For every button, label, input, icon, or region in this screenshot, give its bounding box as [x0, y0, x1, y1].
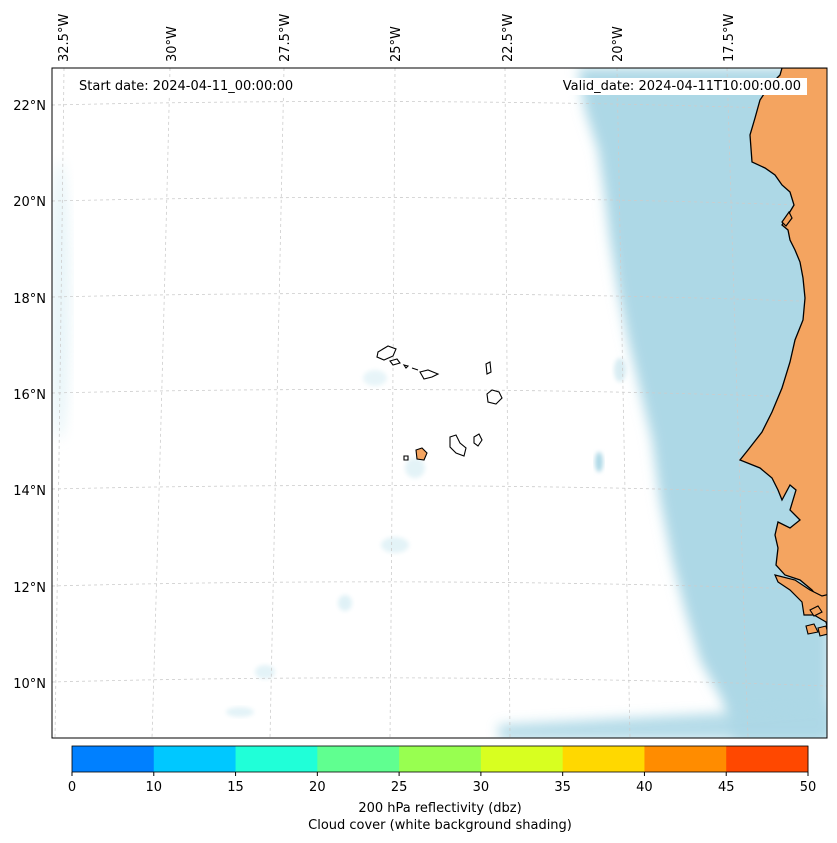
colorbar-segment — [153, 746, 237, 772]
cloud-patch — [595, 452, 603, 472]
colorbar-tick-label: 40 — [636, 780, 653, 795]
island-santo-antao — [376, 345, 397, 361]
latitude-labels: 22°N 20°N 18°N 16°N 14°N 12°N 10°N — [13, 99, 46, 692]
colorbar-title: 200 hPa reflectivity (dbz) — [358, 801, 522, 816]
island-santiago — [449, 434, 467, 457]
island-maio — [473, 433, 483, 447]
colorbar-segment — [726, 746, 809, 772]
island-fogo — [415, 447, 428, 461]
africa-land — [738, 68, 827, 601]
map-panel[interactable] — [50, 68, 830, 740]
lon-label: 17.5°W — [722, 14, 737, 62]
lon-label: 25°W — [389, 26, 404, 62]
africa-land — [817, 625, 827, 637]
cape-verde-islands — [376, 345, 503, 461]
colorbar-tick-label: 25 — [391, 780, 408, 795]
colorbar-tick-label: 20 — [309, 780, 326, 795]
colorbar: 0 10 15 20 25 30 35 40 45 50 — [68, 745, 817, 795]
island-sao-nicolau — [411, 367, 419, 371]
island-sao-nicolau — [419, 369, 440, 380]
map-frame — [51, 67, 828, 739]
valid-date-label: Valid_date: 2024-04-11T10:00:00.00 — [556, 78, 807, 95]
lon-label: 20°W — [611, 26, 626, 62]
cloud-patch — [614, 358, 626, 382]
lon-label: 27.5°W — [278, 14, 293, 62]
cloud-cover-south — [498, 705, 827, 738]
graticule — [52, 68, 827, 738]
island-santa-luzia — [402, 364, 410, 369]
colorbar-segment — [480, 746, 564, 772]
colorbar-tick-label: 30 — [473, 780, 490, 795]
colorbar-tick-label: 0 — [68, 780, 76, 795]
lon-label: 22.5°W — [501, 14, 516, 62]
lon-label: 32.5°W — [57, 14, 72, 62]
cloud-patch — [381, 537, 409, 553]
africa-land — [781, 210, 793, 227]
cloud-cover-coastal — [578, 68, 827, 738]
island-sao-vicente — [389, 358, 401, 366]
island-sal — [485, 361, 492, 375]
colorbar-segment — [644, 746, 727, 772]
colorbar-segment — [72, 746, 155, 772]
island-boa-vista — [486, 389, 503, 405]
lat-label: 20°N — [13, 195, 46, 210]
cloud-patch — [255, 665, 275, 679]
colorbar-tick-label: 50 — [800, 780, 817, 795]
lon-label: 30°W — [165, 26, 180, 62]
cloud-patch — [363, 370, 387, 386]
start-date-label: Start date: 2024-04-11_00:00:00 — [73, 78, 300, 95]
lat-label: 22°N — [13, 99, 46, 114]
cloud-patch — [52, 160, 70, 440]
colorbar-tick-label: 10 — [146, 780, 163, 795]
lat-label: 14°N — [13, 484, 46, 499]
longitude-labels: 32.5°W 30°W 27.5°W 25°W 22.5°W 20°W 17.5… — [57, 14, 737, 62]
cloud-patch — [338, 595, 352, 611]
colorbar-segment — [317, 746, 400, 772]
colorbar-segment — [399, 746, 482, 772]
lat-label: 12°N — [13, 581, 46, 596]
lat-label: 10°N — [13, 677, 46, 692]
cloud-patch — [226, 707, 254, 717]
colorbar-tick-label: 45 — [718, 780, 735, 795]
colorbar-subtitle: Cloud cover (white background shading) — [308, 818, 572, 833]
cloud-patch — [405, 458, 425, 478]
colorbar-frame — [71, 745, 809, 773]
colorbar-segment — [235, 746, 318, 772]
colorbar-tick-label: 15 — [227, 780, 244, 795]
lat-label: 16°N — [13, 388, 46, 403]
lat-label: 18°N — [13, 292, 46, 307]
africa-land — [809, 605, 823, 617]
colorbar-tick-label: 35 — [554, 780, 571, 795]
island-brava — [403, 455, 409, 461]
africa-land — [805, 623, 819, 635]
colorbar-segment — [562, 746, 645, 772]
